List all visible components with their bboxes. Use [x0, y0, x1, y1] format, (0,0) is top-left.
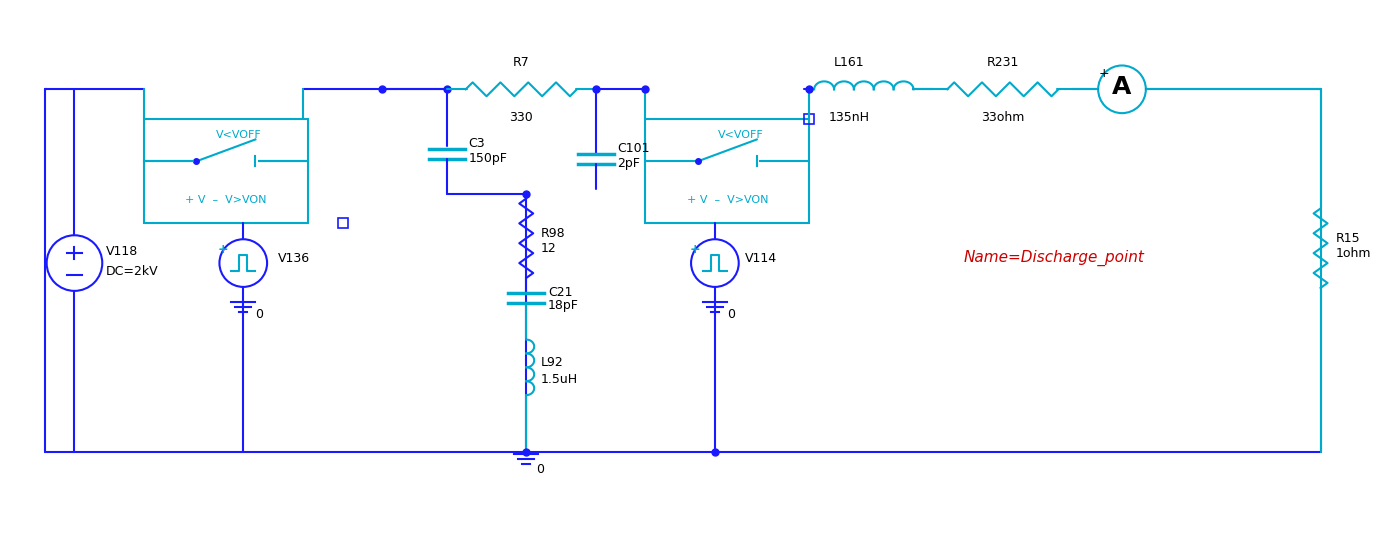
Bar: [144, 119, 308, 224]
Text: V<VOFF: V<VOFF: [216, 130, 262, 140]
Text: A: A: [1113, 75, 1132, 99]
Text: + V  –  V>VON: + V – V>VON: [687, 196, 768, 206]
Text: +: +: [218, 243, 228, 256]
Text: V<VOFF: V<VOFF: [717, 130, 764, 140]
Text: 0: 0: [536, 463, 544, 476]
Text: V114: V114: [745, 252, 776, 265]
Text: 33ohm: 33ohm: [981, 111, 1025, 124]
Text: 18pF: 18pF: [548, 299, 578, 312]
Text: R15: R15: [1336, 232, 1360, 245]
Text: 135nH: 135nH: [829, 111, 870, 124]
Text: 330: 330: [510, 111, 533, 124]
Text: L92: L92: [541, 356, 563, 369]
Text: R231: R231: [987, 56, 1020, 70]
Text: R98: R98: [541, 227, 566, 240]
Text: R7: R7: [513, 56, 529, 70]
Text: Name=Discharge_point: Name=Discharge_point: [963, 250, 1145, 266]
Text: 1ohm: 1ohm: [1336, 247, 1371, 260]
Text: V136: V136: [278, 252, 311, 265]
Text: +: +: [690, 243, 701, 256]
Text: 150pF: 150pF: [469, 152, 507, 165]
Text: C21: C21: [548, 287, 573, 299]
Text: 12: 12: [541, 242, 556, 255]
Text: 2pF: 2pF: [617, 157, 640, 170]
Bar: [804, 114, 815, 124]
Text: C3: C3: [469, 138, 485, 151]
Text: L161: L161: [834, 56, 864, 70]
Text: 1.5uH: 1.5uH: [541, 373, 578, 386]
Bar: [338, 219, 348, 229]
Text: + V  –  V>VON: + V – V>VON: [185, 196, 267, 206]
Bar: [646, 119, 809, 224]
Text: C101: C101: [617, 142, 650, 156]
Text: V118: V118: [106, 244, 139, 258]
Text: 0: 0: [256, 308, 264, 321]
Text: 0: 0: [727, 308, 735, 321]
Text: DC=2kV: DC=2kV: [106, 265, 159, 277]
Text: +: +: [1099, 67, 1109, 80]
